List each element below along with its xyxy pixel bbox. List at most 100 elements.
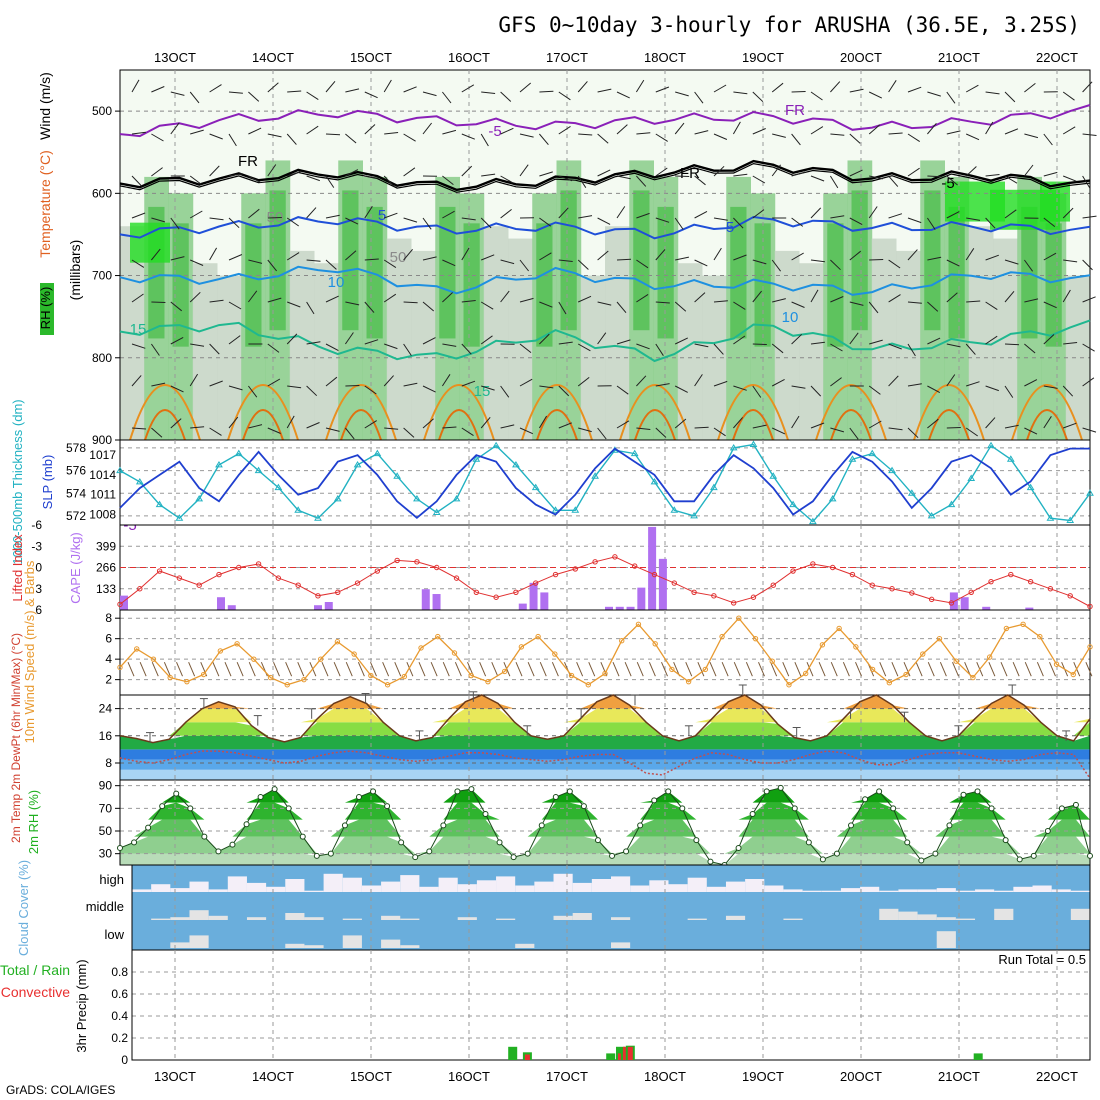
isotherm-25 [732, 409, 774, 441]
wind-barb [946, 427, 961, 429]
lifted-index-point [849, 571, 856, 578]
wind-barb-10m [588, 662, 596, 677]
wind-barb [927, 91, 941, 97]
wind-barb [1082, 377, 1095, 387]
wind-barb [500, 290, 510, 303]
wind-barb [675, 91, 689, 97]
wind-barb [306, 385, 318, 397]
wind-barb [209, 343, 220, 355]
cloud-bar-high [668, 884, 688, 892]
wind-barb [403, 217, 418, 223]
top-date-label: 19OCT [742, 50, 784, 65]
wind-barb [442, 292, 453, 303]
wind-barb [771, 259, 781, 272]
wind-barb [713, 217, 728, 221]
wind-barb [578, 133, 593, 136]
rh-2m-line [119, 787, 1091, 866]
cloud-bar-high [246, 882, 267, 892]
slp-tick-label: 1008 [89, 507, 116, 521]
wind-barb [733, 91, 748, 95]
wind-barb [170, 336, 184, 345]
wind-barb [267, 133, 282, 138]
wind-barb [655, 133, 668, 142]
wind-barb [403, 382, 418, 387]
lifted-index-point [453, 575, 460, 581]
lifted-index-point [572, 566, 579, 572]
wind-barb-10m [612, 662, 620, 677]
wind-tick-label: 2 [105, 673, 112, 687]
rh-2m-point [117, 845, 123, 851]
wind-speed-point [1003, 625, 1010, 632]
contour-label: 5 [378, 207, 386, 224]
wind-barb [267, 217, 282, 219]
wind-barb [1024, 83, 1036, 93]
isotherm-20 [1011, 384, 1083, 441]
wind-barb [616, 175, 631, 180]
cloud-bar-high [285, 879, 305, 892]
top-date-label: 14OCT [252, 50, 294, 65]
cloud-layer-label: low [104, 927, 124, 942]
thickness-point [492, 441, 501, 449]
wind-barb [849, 250, 862, 261]
wind-barb [461, 84, 475, 93]
wind-barb-10m [733, 662, 741, 677]
rh-moist-core [172, 223, 189, 347]
cloud-bar-high [745, 879, 765, 892]
thickness-point [848, 455, 857, 462]
cloud-bar-high [898, 889, 918, 892]
wind-barb-10m [527, 662, 535, 677]
wind-barb [694, 292, 706, 303]
wind-barb [810, 207, 822, 219]
footer-credit: GrADS: COLA/IGES [6, 1083, 115, 1097]
wind-barb-10m [794, 662, 802, 677]
wind-barb [287, 385, 302, 389]
rh-2m-point [145, 824, 152, 831]
wind-barb [577, 81, 588, 93]
wind-barb [849, 217, 863, 226]
wind-barb [539, 301, 553, 308]
cape-bar [960, 597, 969, 610]
rh-2m-point [327, 850, 334, 857]
wind-barb [965, 166, 977, 177]
wind-barb [558, 422, 572, 429]
cloud-bar-high [936, 888, 956, 892]
cloud-bar-high [476, 880, 497, 892]
wind-barb [247, 385, 258, 398]
wind-barb [927, 122, 937, 135]
thickness-point [749, 440, 758, 448]
rh-2m-point [215, 848, 222, 855]
wind-barb [616, 420, 630, 429]
cloud-bar-middle [170, 917, 190, 920]
wind-barb [190, 129, 204, 135]
wind-barb [733, 385, 747, 391]
wind-barb [189, 291, 201, 303]
thickness-point [294, 506, 303, 513]
cloud-bar-high [132, 889, 152, 892]
rh-moist-core [342, 190, 359, 331]
cloud-bar-low [285, 943, 305, 948]
wind-barb [325, 175, 335, 188]
wind-barb [383, 175, 395, 187]
cloud-bar-high [1032, 885, 1052, 892]
wind-barb [519, 164, 529, 177]
cloud-bar-high [227, 876, 247, 892]
wind-speed-point [317, 656, 324, 662]
cloud-bar-low [400, 945, 420, 948]
cloud-bar-high [1013, 886, 1033, 892]
wind-barb [190, 343, 205, 347]
wind-barb [888, 175, 899, 187]
wind-speed-point [619, 638, 625, 644]
wind-barb [771, 343, 784, 354]
wind-barb [868, 301, 879, 314]
wind-barb [674, 418, 687, 429]
wind-speed-point [635, 621, 642, 628]
rh-2m-point [946, 822, 953, 829]
li-tick-label: 0 [35, 561, 42, 575]
rh-2m-point [510, 854, 517, 861]
contour-label: 15 [130, 321, 147, 338]
wind-barb [209, 133, 223, 140]
cloud-bar-middle [496, 918, 516, 920]
contour-label: FR [680, 165, 700, 182]
wind-barb [1062, 91, 1075, 101]
wind-barb [228, 416, 239, 429]
